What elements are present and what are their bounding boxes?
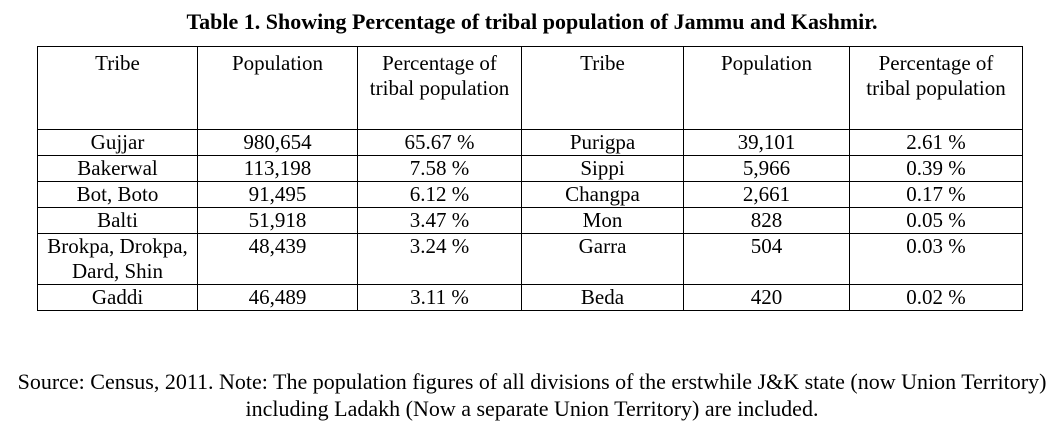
table-cell: 7.58 % [357, 155, 522, 182]
table-cell: 3.24 % [357, 233, 522, 285]
table-cell: 504 [683, 233, 850, 285]
table-cell: 0.39 % [849, 155, 1023, 182]
table-cell: 65.67 % [357, 129, 522, 156]
table-cell: 2,661 [683, 181, 850, 208]
header-percentage: Percentage of tribal population [849, 46, 1023, 130]
table-row: Bakerwal 113,198 7.58 % Sippi 5,966 0.39… [37, 155, 1023, 182]
table-cell: 980,654 [197, 129, 358, 156]
table-cell: Balti [37, 207, 198, 234]
table-cell: 828 [683, 207, 850, 234]
table-cell: 0.17 % [849, 181, 1023, 208]
header-percentage: Percentage of tribal population [357, 46, 522, 130]
header-tribe: Tribe [521, 46, 684, 130]
table-header-row: Tribe Population Percentage of tribal po… [37, 46, 1023, 130]
table-cell: 51,918 [197, 207, 358, 234]
table-cell: 46,489 [197, 284, 358, 311]
tribal-population-table: Tribe Population Percentage of tribal po… [37, 46, 1023, 311]
header-population: Population [197, 46, 358, 130]
table-cell: 39,101 [683, 129, 850, 156]
table-cell: 420 [683, 284, 850, 311]
table-cell: 2.61 % [849, 129, 1023, 156]
table-cell: 0.02 % [849, 284, 1023, 311]
table-cell: 3.11 % [357, 284, 522, 311]
table-cell: Beda [521, 284, 684, 311]
header-tribe: Tribe [37, 46, 198, 130]
table-row: Bot, Boto 91,495 6.12 % Changpa 2,661 0.… [37, 181, 1023, 208]
table-cell: 0.05 % [849, 207, 1023, 234]
table-row: Gaddi 46,489 3.11 % Beda 420 0.02 % [37, 284, 1023, 311]
table-cell: Mon [521, 207, 684, 234]
table-cell: Bot, Boto [37, 181, 198, 208]
table-row: Balti 51,918 3.47 % Mon 828 0.05 % [37, 207, 1023, 234]
table-cell: 48,439 [197, 233, 358, 285]
table-row: Gujjar 980,654 65.67 % Purigpa 39,101 2.… [37, 129, 1023, 156]
table-row: Brokpa, Drokpa, Dard, Shin 48,439 3.24 %… [37, 233, 1023, 285]
table-cell: Bakerwal [37, 155, 198, 182]
table-cell: Changpa [521, 181, 684, 208]
table-cell: 3.47 % [357, 207, 522, 234]
table-cell: Gaddi [37, 284, 198, 311]
table-cell: 91,495 [197, 181, 358, 208]
table-cell: Brokpa, Drokpa, Dard, Shin [37, 233, 198, 285]
header-population: Population [683, 46, 850, 130]
table-cell: Garra [521, 233, 684, 285]
table-cell: 113,198 [197, 155, 358, 182]
table-cell: Gujjar [37, 129, 198, 156]
table-cell: 0.03 % [849, 233, 1023, 285]
table-cell: Sippi [521, 155, 684, 182]
table-caption: Table 1. Showing Percentage of tribal po… [186, 9, 878, 34]
source-note: Source: Census, 2011. Note: The populati… [17, 369, 1047, 421]
table-cell: Purigpa [521, 129, 684, 156]
table-cell: 6.12 % [357, 181, 522, 208]
table-cell: 5,966 [683, 155, 850, 182]
